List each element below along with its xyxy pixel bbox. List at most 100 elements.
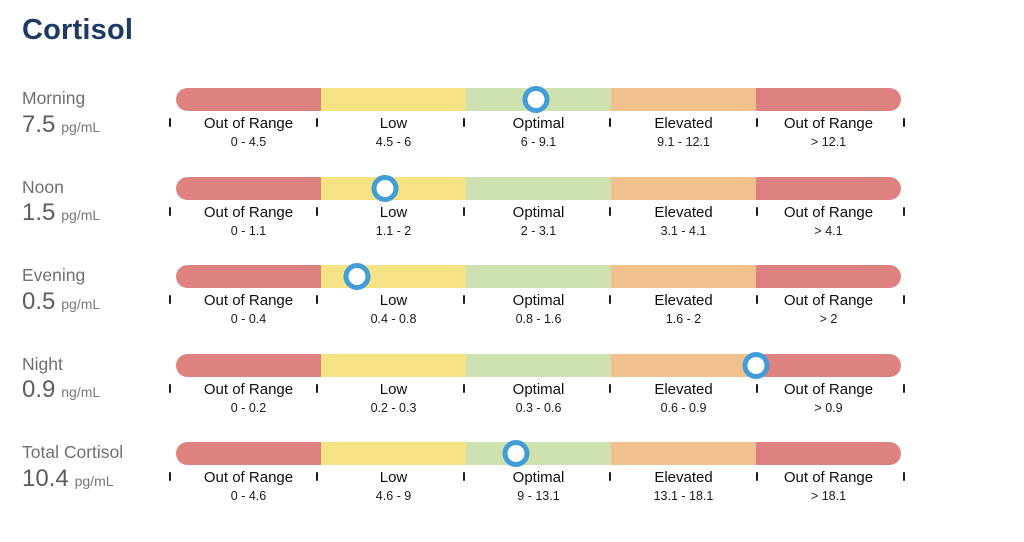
analyte-info: Morning 7.5 pg/mL: [22, 88, 172, 139]
zone-range: > 4.1: [814, 223, 843, 238]
analyte-row: Night 0.9 ng/mL Out of Range 0 - 0.2 Low 0.…: [22, 351, 1024, 443]
analyte-label: Total Cortisol: [22, 442, 124, 462]
boundary-tick-icon: [903, 118, 905, 127]
zone-name: Optimal: [512, 292, 565, 309]
range-bar: [176, 353, 901, 377]
analyte-row: Noon 1.5 pg/mL Out of Range 0 - 1.1 Low 1.1…: [22, 174, 1024, 266]
zone-range: > 2: [819, 312, 838, 326]
boundary-tick-icon: [756, 295, 759, 304]
zone-name: Out of Range: [203, 292, 294, 309]
result-marker-icon: [371, 174, 399, 202]
zone-range: 0 - 1.1: [230, 223, 267, 238]
boundary-tick-icon: [609, 472, 612, 481]
analyte-value: 0.9: [22, 376, 56, 404]
tick-row: [169, 295, 905, 304]
analyte-value: 7.5: [22, 110, 56, 138]
zone-name: Optimal: [512, 469, 565, 486]
analyte-unit: pg/mL: [57, 295, 101, 312]
range-bar-area: Out of Range 0 - 4.5 Low 4.5 - 6 Optimal 6 - …: [169, 86, 905, 154]
analyte-info: Night 0.9 ng/mL: [22, 354, 172, 405]
boundary-tick-icon: [609, 118, 612, 127]
zone-range: 4.6 - 9: [375, 489, 412, 503]
zone-name: Low: [379, 469, 408, 486]
analyte-unit: pg/mL: [70, 472, 114, 489]
zone-name: Elevated: [654, 115, 713, 132]
zone-segment: [611, 176, 756, 200]
boundary-tick-icon: [315, 206, 318, 216]
zone-segment: [321, 88, 466, 111]
zone-name: Elevated: [654, 203, 713, 221]
zone-segment: [176, 176, 321, 200]
zone-segment: [611, 88, 756, 111]
boundary-tick-icon: [169, 472, 171, 481]
zone-segment: [321, 353, 466, 377]
zone-segment: [321, 442, 466, 465]
zone-name: Out of Range: [783, 380, 874, 398]
zone-name: Low: [379, 115, 408, 132]
result-marker-icon: [742, 351, 770, 379]
analyte-value-line: 1.5 pg/mL: [22, 199, 172, 227]
zone-range: 9 - 13.1: [517, 489, 560, 503]
boundary-tick-icon: [462, 118, 465, 127]
tick-row: [169, 472, 905, 481]
range-bar-area: Out of Range 0 - 4.6 Low 4.6 - 9 Optimal 9 - …: [169, 440, 905, 508]
boundary-tick-icon: [756, 118, 759, 127]
analyte-row: Evening 0.5 pg/mL Out of Range 0 - 0.4 Low…: [22, 263, 1024, 354]
range-bar-area: Out of Range 0 - 0.2 Low 0.2 - 0.3 Optimal 0.…: [169, 351, 905, 420]
zone-segment: [756, 265, 901, 288]
zone-range: 6 - 9.1: [520, 135, 557, 149]
analyte-unit: ng/mL: [57, 384, 101, 401]
analyte-label: Evening: [22, 265, 86, 285]
boundary-tick-icon: [903, 295, 905, 304]
zone-segment: [466, 442, 611, 465]
result-marker-icon: [343, 263, 371, 290]
boundary-tick-icon: [756, 472, 759, 481]
zone-segment: [176, 265, 321, 288]
zone-range: 0 - 4.6: [230, 489, 267, 503]
zone-segment: [611, 353, 756, 377]
zone-segment: [611, 265, 756, 288]
boundary-tick-icon: [609, 295, 612, 304]
analyte-row: Total Cortisol 10.4 pg/mL Out of Range 0 …: [22, 440, 1024, 531]
boundary-tick-icon: [169, 118, 171, 127]
zone-name: Out of Range: [203, 380, 294, 398]
boundary-tick-icon: [756, 383, 759, 393]
analyte-row: Morning 7.5 pg/mL Out of Range 0 - 4.5 Low…: [22, 86, 1024, 177]
zone-name: Low: [379, 203, 408, 221]
zone-name: Elevated: [654, 292, 713, 309]
zone-range: 0.6 - 0.9: [660, 400, 707, 415]
boundary-tick-icon: [903, 472, 905, 481]
range-bar: [176, 442, 901, 465]
zone-range: 13.1 - 18.1: [653, 489, 714, 503]
zone-segment: [176, 442, 321, 465]
range-bar-area: Out of Range 0 - 1.1 Low 1.1 - 2 Optimal 2 - …: [169, 174, 905, 243]
zone-name: Out of Range: [783, 203, 874, 221]
boundary-tick-icon: [756, 206, 759, 216]
boundary-tick-icon: [169, 295, 171, 304]
zone-range: 0 - 0.4: [230, 312, 267, 326]
boundary-tick-icon: [315, 118, 318, 127]
zone-name: Low: [379, 380, 408, 398]
zone-range: 1.1 - 2: [375, 223, 412, 238]
zone-range: 0.8 - 1.6: [515, 312, 562, 326]
zone-range: 4.5 - 6: [375, 135, 412, 149]
zone-range: 0.4 - 0.8: [370, 312, 417, 326]
zone-name: Optimal: [512, 115, 565, 132]
rows-container: Morning 7.5 pg/mL Out of Range 0 - 4.5 Low…: [22, 86, 1024, 531]
analyte-value-line: 10.4 pg/mL: [22, 465, 172, 493]
zone-range: 9.1 - 12.1: [657, 135, 710, 149]
analyte-value-line: 0.9 ng/mL: [22, 376, 172, 404]
zone-name: Elevated: [654, 469, 713, 486]
zone-segment: [466, 265, 611, 288]
boundary-tick-icon: [903, 206, 905, 216]
range-bar: [176, 88, 901, 111]
boundary-tick-icon: [609, 383, 612, 393]
boundary-tick-icon: [462, 383, 465, 393]
tick-row: [169, 383, 905, 393]
range-bar: [176, 265, 901, 288]
zone-segment: [176, 353, 321, 377]
zone-range: 0 - 0.2: [230, 400, 267, 415]
zone-name: Out of Range: [203, 115, 294, 132]
result-marker-icon: [502, 440, 529, 467]
page-title: Cortisol: [22, 14, 134, 46]
